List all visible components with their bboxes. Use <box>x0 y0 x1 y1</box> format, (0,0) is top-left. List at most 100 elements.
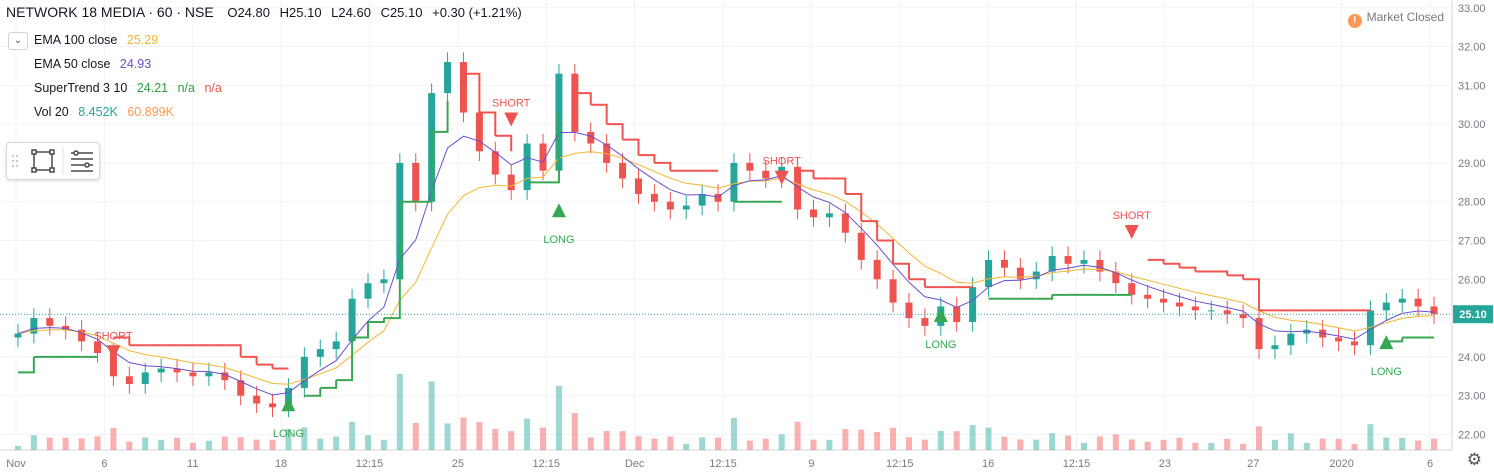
supertrend-segment <box>352 321 369 339</box>
volume-bar <box>778 434 785 450</box>
settings-list-icon[interactable] <box>71 150 93 172</box>
candle-body <box>444 62 452 94</box>
supertrend-segment <box>877 239 895 264</box>
candle-body <box>985 259 993 288</box>
candle-body <box>237 380 245 396</box>
candle-body <box>1223 310 1231 315</box>
low-value: L24.60 <box>331 5 371 20</box>
volume-bar <box>508 431 515 450</box>
supertrend-segment <box>1036 294 1054 300</box>
candle-body <box>857 232 865 260</box>
volume-bar <box>253 439 260 450</box>
volume-bar <box>1351 443 1358 450</box>
x-tick-label: 9 <box>808 458 814 470</box>
long-signal-label: LONG <box>925 339 956 351</box>
candle-body <box>109 353 117 377</box>
volume-bar <box>94 436 101 450</box>
supertrend-segment <box>1386 337 1404 343</box>
candle-body <box>841 213 849 233</box>
candle-body <box>762 170 770 179</box>
candle-body <box>650 193 658 202</box>
volume-bar <box>937 431 944 450</box>
candle-body <box>810 209 818 218</box>
candle-body <box>173 368 181 373</box>
supertrend-segment <box>1243 278 1261 311</box>
symbol-title[interactable]: NETWORK 18 MEDIA · 60 · NSE <box>6 4 214 20</box>
candle-body <box>1414 298 1422 307</box>
legend-ema100[interactable]: EMA 100 close 25.29 <box>34 33 164 47</box>
volume-bar <box>715 437 722 450</box>
candle-body <box>380 279 388 284</box>
market-status[interactable]: ! Market Closed <box>1347 10 1444 28</box>
candle-body <box>1128 283 1136 295</box>
short-signal-label: SHORT <box>94 330 133 342</box>
volume-bar <box>1144 441 1151 450</box>
y-tick-label: 24.00 <box>1458 352 1486 364</box>
supertrend-segment <box>17 356 35 374</box>
y-tick-label: 23.00 <box>1458 391 1486 403</box>
volume-bar <box>1367 424 1374 450</box>
legend-supertrend-value: 24.21 <box>136 81 169 95</box>
candle-body <box>539 143 547 171</box>
legend-supertrend-name: SuperTrend 3 10 <box>34 81 128 95</box>
x-tick-label: 12:15 <box>356 458 384 470</box>
long-signal-label: LONG <box>273 428 304 440</box>
candle-body <box>1191 306 1199 311</box>
volume-bar <box>1081 442 1087 450</box>
short-signal-label: SHORT <box>763 156 802 168</box>
supertrend-segment <box>638 154 656 163</box>
supertrend-segment <box>1163 262 1181 268</box>
legend-ema100-name: EMA 100 close <box>34 33 118 47</box>
volume-bar <box>1033 439 1040 450</box>
rectangle-tool-icon[interactable] <box>31 149 55 173</box>
y-tick-label: 31.00 <box>1458 80 1486 92</box>
drawing-toolbox[interactable] <box>6 142 100 180</box>
volume-bar <box>858 429 865 450</box>
y-tick-label: 33.00 <box>1458 3 1486 15</box>
short-signal-label: SHORT <box>492 98 531 110</box>
ema50-line <box>17 131 1435 396</box>
candle-body <box>269 403 277 408</box>
volume-bar <box>46 437 53 450</box>
legend-supertrend[interactable]: SuperTrend 3 10 24.21 n/a n/a <box>34 81 228 95</box>
candle-body <box>1350 341 1358 346</box>
candle-body <box>348 298 356 342</box>
candle-body <box>14 333 22 338</box>
y-tick-label: 26.00 <box>1458 274 1486 286</box>
candle-body <box>682 205 690 210</box>
volume-bar <box>1176 437 1183 450</box>
x-tick-label: 12:15 <box>886 458 914 470</box>
chart-header: NETWORK 18 MEDIA · 60 · NSE O24.80 H25.1… <box>6 4 528 20</box>
x-tick-label: 6 <box>1427 458 1433 470</box>
legend-supertrend-value3: n/a <box>204 81 222 95</box>
volume-bar <box>969 425 976 450</box>
volume-bar <box>810 439 817 450</box>
volume-bar <box>1001 436 1008 450</box>
legend-ema50[interactable]: EMA 50 close 24.93 <box>34 57 157 71</box>
drag-handle-icon[interactable] <box>12 155 18 167</box>
candle-body <box>1080 259 1088 264</box>
candle-body <box>1287 333 1295 346</box>
supertrend-segment <box>829 177 847 194</box>
volume-bar <box>380 439 387 450</box>
supertrend-segment <box>495 134 513 152</box>
short-signal-arrow <box>106 345 121 360</box>
volume-bar <box>492 428 499 450</box>
volume-bar <box>428 381 435 450</box>
supertrend-segment <box>574 92 592 105</box>
open-value: O24.80 <box>227 5 270 20</box>
last-price-tag <box>1453 305 1493 324</box>
legend-ema50-value: 24.93 <box>119 57 152 71</box>
x-tick-label: 12:15 <box>532 458 560 470</box>
x-tick-label: 12:15 <box>1063 458 1091 470</box>
supertrend-segment <box>893 262 910 280</box>
gear-icon[interactable]: ⚙ <box>1466 450 1482 469</box>
candle-body <box>1048 256 1056 272</box>
legend-volume[interactable]: Vol 20 8.452K 60.899K <box>34 105 180 119</box>
chevron-down-icon[interactable]: ⌄ <box>8 32 28 50</box>
supertrend-segment <box>320 380 338 389</box>
candle-body <box>157 368 165 373</box>
long-signal-arrow <box>933 307 948 322</box>
legend-volume-name: Vol 20 <box>34 105 69 119</box>
